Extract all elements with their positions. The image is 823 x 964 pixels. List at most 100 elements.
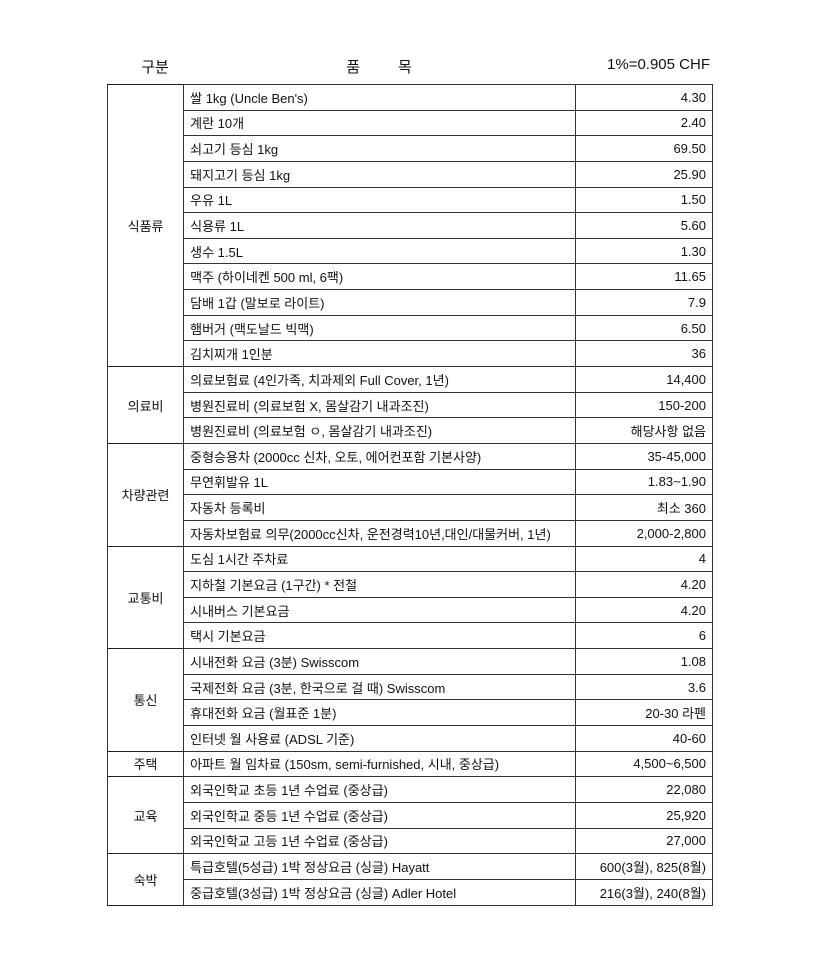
item-cell: 외국인학교 고등 1년 수업료 (중상급) [183, 827, 576, 855]
table-row: 자동차 등록비 최소 360 [108, 494, 714, 521]
value-cell: 최소 360 [574, 494, 714, 521]
value-cell: 1.83~1.90 [574, 468, 714, 496]
table-row: 맥주 (하이네켄 500 ml, 6팩) 11.65 [108, 263, 714, 291]
value-cell: 6 [574, 622, 714, 650]
table-row: 우유 1L 1.50 [108, 186, 714, 214]
value-cell: 6.50 [574, 314, 714, 342]
item-cell: 아파트 월 임차료 (150sm, semi-furnished, 시내, 중상… [183, 750, 576, 778]
item-cell: 생수 1.5L [183, 237, 576, 265]
table-row: 숙박 특급호텔(5성급) 1박 정상요금 (싱글) Hayatt 600(3월), … [106, 853, 714, 906]
value-cell: 14,400 [574, 366, 714, 393]
table-row: 국제전화 요금 (3분, 한국으로 걸 때) Swisscom 3.6 [108, 673, 714, 701]
value-cell: 20-30 라펜 [574, 699, 714, 727]
value-cell: 2.40 [574, 109, 714, 137]
item-cell: 계란 10개 [183, 109, 576, 137]
item-cell: 시내버스 기본요금 [183, 596, 576, 624]
table-row: 휴대전화 요금 (월표준 1분) 20-30 라펜 [108, 699, 714, 727]
item-cell: 외국인학교 초등 1년 수업료 (중상급) [183, 776, 576, 803]
item-cell: 의료보험료 (4인가족, 치과제외 Full Cover, 1년) [183, 366, 576, 393]
value-cell: 4.30 [574, 84, 714, 111]
table-row: 무연휘발유 1L 1.83~1.90 [108, 468, 714, 496]
header-item-2: 목 [398, 59, 412, 76]
table-row: 지하철 기본요금 (1구간) * 전철 4.20 [108, 571, 714, 598]
value-cell: 1.30 [574, 237, 714, 265]
value-cell: 4.20 [574, 596, 714, 624]
value-cell: 5.60 [574, 212, 714, 239]
table-row: 돼지고기 등심 1kg 25.90 [108, 160, 714, 188]
value-cell: 150-200 [574, 391, 714, 419]
value-cell: 4 [574, 545, 714, 573]
category-cell: 통신 [106, 648, 185, 752]
item-cell: 인터넷 월 사용료 (ADSL 기준) [183, 725, 576, 752]
item-cell: 휴대전화 요금 (월표준 1분) [183, 699, 576, 727]
value-cell: 600(3월), 825(8월) [574, 853, 714, 880]
category-cell: 교육 [106, 776, 185, 855]
table-row: 택시 기본요금 6 [108, 622, 714, 650]
table-row: 인터넷 월 사용료 (ADSL 기준) 40-60 [108, 725, 714, 752]
table-row: 통신 시내전화 요금 (3분) Swisscom 1.08 [106, 648, 714, 752]
table-row: 외국인학교 고등 1년 수업료 (중상급) 27,000 [108, 827, 714, 855]
value-cell: 1.50 [574, 186, 714, 214]
value-cell: 7.9 [574, 289, 714, 316]
table-row: 주택 아파트 월 임차료 (150sm, semi-furnished, 시내, … [106, 750, 714, 778]
value-cell: 해당사항 없음 [574, 417, 714, 444]
value-cell: 216(3월), 240(8월) [574, 878, 714, 906]
item-cell: 외국인학교 중등 1년 수업료 (중상급) [183, 801, 576, 829]
item-cell: 담배 1갑 (말보로 라이트) [183, 289, 576, 316]
table-row: 식품류 쌀 1kg (Uncle Ben's) 4.30 [106, 83, 714, 368]
table-row: 김치찌개 1인분 36 [108, 340, 714, 368]
item-cell: 우유 1L [183, 186, 576, 214]
value-cell: 25.90 [574, 160, 714, 188]
item-cell: 지하철 기본요금 (1구간) * 전철 [183, 571, 576, 598]
table-row: 쇠고기 등심 1kg 69.50 [108, 135, 714, 162]
value-cell: 35-45,000 [574, 442, 714, 470]
item-cell: 돼지고기 등심 1kg [183, 160, 576, 188]
table-row: 햄버거 (맥도날드 빅맥) 6.50 [108, 314, 714, 342]
table-row: 병원진료비 (의료보험 ㅇ, 몸살감기 내과조진) 해당사항 없음 [108, 417, 714, 444]
value-cell: 11.65 [574, 263, 714, 291]
value-cell: 69.50 [574, 135, 714, 162]
header-item-1: 품 [346, 59, 360, 76]
table-row: 중급호텔(3성급) 1박 정상요금 (싱글) Adler Hotel 216(3월… [108, 878, 714, 906]
item-cell: 쇠고기 등심 1kg [183, 135, 576, 162]
value-cell: 40-60 [574, 725, 714, 752]
cost-table: 식품류 쌀 1kg (Uncle Ben's) 4.30 계란 10개 2.40 쇠고기 … [106, 83, 714, 906]
item-cell: 중급호텔(3성급) 1박 정상요금 (싱글) Adler Hotel [183, 878, 576, 906]
table-row: 시내버스 기본요금 4.20 [108, 596, 714, 624]
value-cell: 22,080 [574, 776, 714, 803]
item-cell: 김치찌개 1인분 [183, 340, 576, 368]
table-row: 의료비 의료보험료 (4인가족, 치과제외 Full Cover, 1년) 14,4… [106, 366, 714, 444]
item-cell: 자동차 등록비 [183, 494, 576, 521]
category-cell: 의료비 [106, 366, 185, 444]
item-cell: 병원진료비 (의료보험 X, 몸살감기 내과조진) [183, 391, 576, 419]
value-cell: 4.20 [574, 571, 714, 598]
category-cell: 교통비 [106, 545, 185, 650]
category-cell: 주택 [106, 750, 185, 778]
value-cell: 25,920 [574, 801, 714, 829]
item-cell: 특급호텔(5성급) 1박 정상요금 (싱글) Hayatt [183, 853, 576, 880]
value-cell: 3.6 [574, 673, 714, 701]
category-cell: 숙박 [106, 853, 185, 906]
table-row: 교통비 도심 1시간 주차료 4 [106, 545, 714, 650]
table-row: 차량관련 중형승용차 (2000cc 신차, 오토, 에어컨포함 기본사양) 35-… [106, 442, 714, 547]
item-cell: 무연휘발유 1L [183, 468, 576, 496]
table-row: 식용류 1L 5.60 [108, 212, 714, 239]
table-row: 병원진료비 (의료보험 X, 몸살감기 내과조진) 150-200 [108, 391, 714, 419]
item-cell: 식용류 1L [183, 212, 576, 239]
item-cell: 햄버거 (맥도날드 빅맥) [183, 314, 576, 342]
header-category: 구분 [141, 59, 169, 76]
value-cell: 1.08 [574, 648, 714, 675]
item-cell: 택시 기본요금 [183, 622, 576, 650]
item-cell: 병원진료비 (의료보험 ㅇ, 몸살감기 내과조진) [183, 417, 576, 444]
table-row: 자동차보험료 의무(2000cc신차, 운전경력10년,대인/대물커버, 1년)… [108, 519, 714, 547]
item-cell: 시내전화 요금 (3분) Swisscom [183, 648, 576, 675]
value-cell: 27,000 [574, 827, 714, 855]
category-cell: 식품류 [106, 83, 185, 368]
item-cell: 쌀 1kg (Uncle Ben's) [183, 84, 576, 111]
table-row: 담배 1갑 (말보로 라이트) 7.9 [108, 289, 714, 316]
table-row: 생수 1.5L 1.30 [108, 237, 714, 265]
item-cell: 국제전화 요금 (3분, 한국으로 걸 때) Swisscom [183, 673, 576, 701]
value-cell: 2,000-2,800 [574, 519, 714, 547]
table-row: 교육 외국인학교 초등 1년 수업료 (중상급) 22,080 [106, 776, 714, 855]
